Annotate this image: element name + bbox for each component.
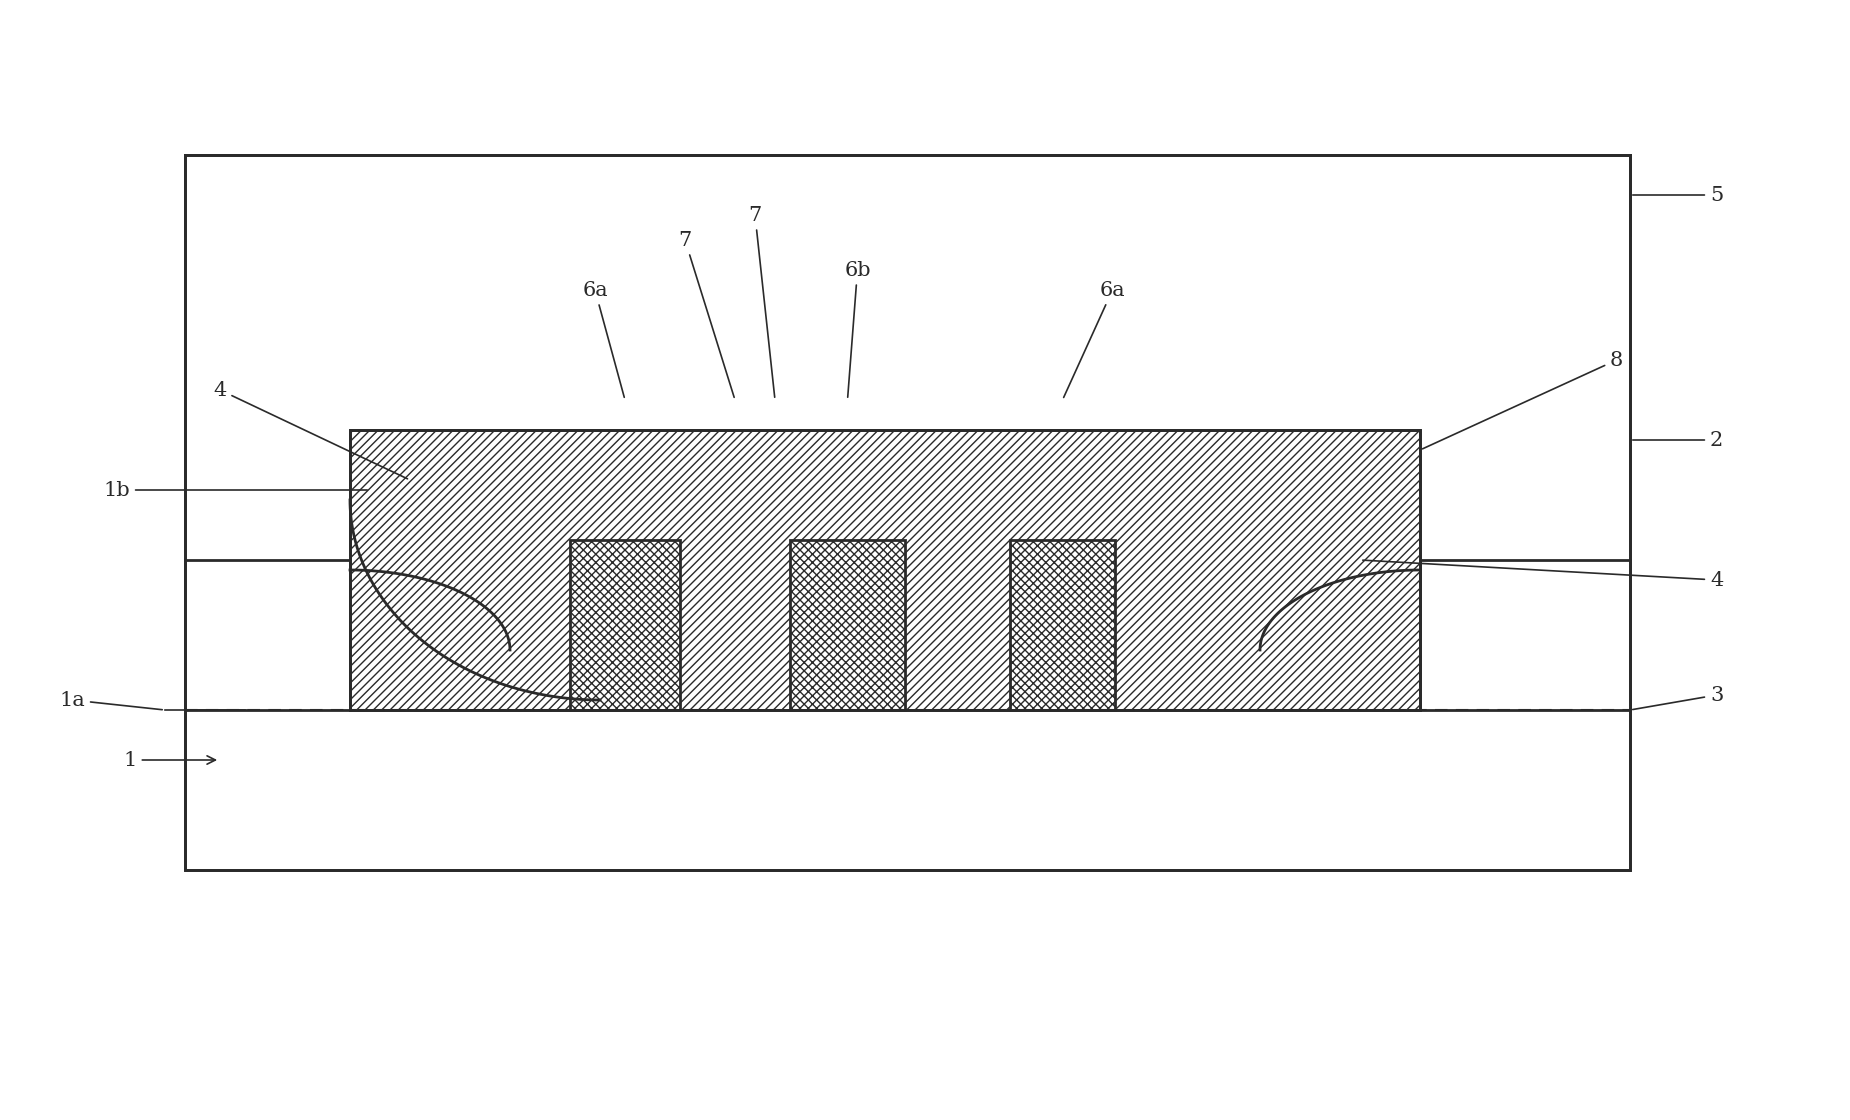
Bar	[185, 560, 350, 710]
Bar	[350, 430, 1421, 710]
Text: 7: 7	[749, 205, 775, 398]
Bar	[350, 430, 1421, 710]
Text: 6a: 6a	[1064, 280, 1125, 398]
Bar	[570, 540, 681, 710]
Text: 8: 8	[1423, 351, 1622, 449]
Bar	[790, 540, 905, 710]
Bar	[1421, 560, 1630, 710]
Text: 4: 4	[213, 381, 407, 479]
Text: 6a: 6a	[583, 280, 623, 398]
Bar	[1010, 540, 1116, 710]
Text: 2: 2	[1634, 430, 1722, 449]
Bar	[185, 155, 1630, 235]
Text: 4: 4	[1363, 560, 1722, 589]
Bar	[790, 540, 905, 710]
Bar	[790, 540, 905, 710]
Text: 6b: 6b	[844, 261, 871, 398]
Bar	[185, 155, 1630, 870]
Bar	[1010, 540, 1116, 710]
Text: 1b: 1b	[104, 480, 366, 500]
Text: 1a: 1a	[59, 691, 163, 710]
Text: 3: 3	[1634, 685, 1724, 710]
Text: 7: 7	[679, 231, 734, 398]
Bar	[185, 155, 1630, 870]
Bar	[185, 155, 1630, 235]
Bar	[570, 540, 681, 710]
Text: 5: 5	[1634, 186, 1722, 205]
Text: 1: 1	[124, 750, 215, 769]
Bar	[1010, 540, 1116, 710]
Bar	[570, 540, 681, 710]
Bar	[350, 430, 1421, 710]
